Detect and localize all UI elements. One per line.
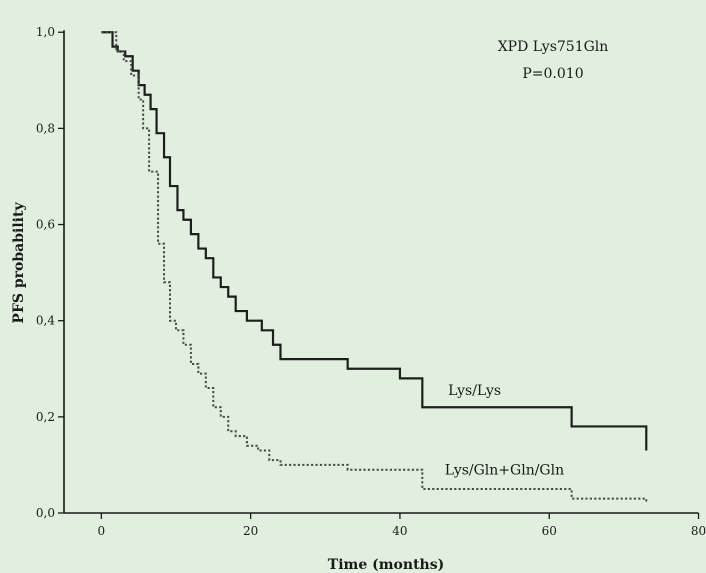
- x-tick-label: 20: [243, 524, 258, 538]
- series-lys-lys-curve: [101, 31, 648, 451]
- x-tick-label: 60: [542, 524, 557, 538]
- y-tick-label: 0,4: [36, 314, 55, 328]
- series-group: [101, 31, 648, 504]
- chart-title: XPD Lys751Gln: [498, 39, 609, 55]
- y-axis-title: PFS probability: [11, 202, 27, 324]
- axes: [63, 30, 699, 514]
- curve-annotation: Lys/Lys: [448, 383, 501, 399]
- label-group: XPD Lys751Gln P=0.010 Time (months) PFS …: [11, 39, 608, 573]
- x-tick-label: 0: [98, 524, 106, 538]
- x-tick-label: 40: [392, 524, 407, 538]
- y-tick-label: 0,0: [36, 506, 55, 520]
- curve-annotation: Lys/Gln+Gln/Gln: [445, 463, 564, 479]
- chart-subtitle: P=0.010: [522, 66, 583, 82]
- y-tick-label: 0,2: [36, 410, 55, 424]
- y-tick-label: 0,6: [36, 218, 55, 232]
- x-tick-label: 80: [691, 524, 706, 538]
- x-axis-title: Time (months): [328, 557, 444, 573]
- series-lys-gln-gln-gln-curve: [101, 31, 648, 504]
- y-tick-label: 1,0: [36, 25, 55, 39]
- tick-group: 0 20 40 60 80 0,0 0,2 0,4 0,6 0,8 1,0: [36, 25, 706, 538]
- y-tick-label: 0,8: [36, 121, 55, 135]
